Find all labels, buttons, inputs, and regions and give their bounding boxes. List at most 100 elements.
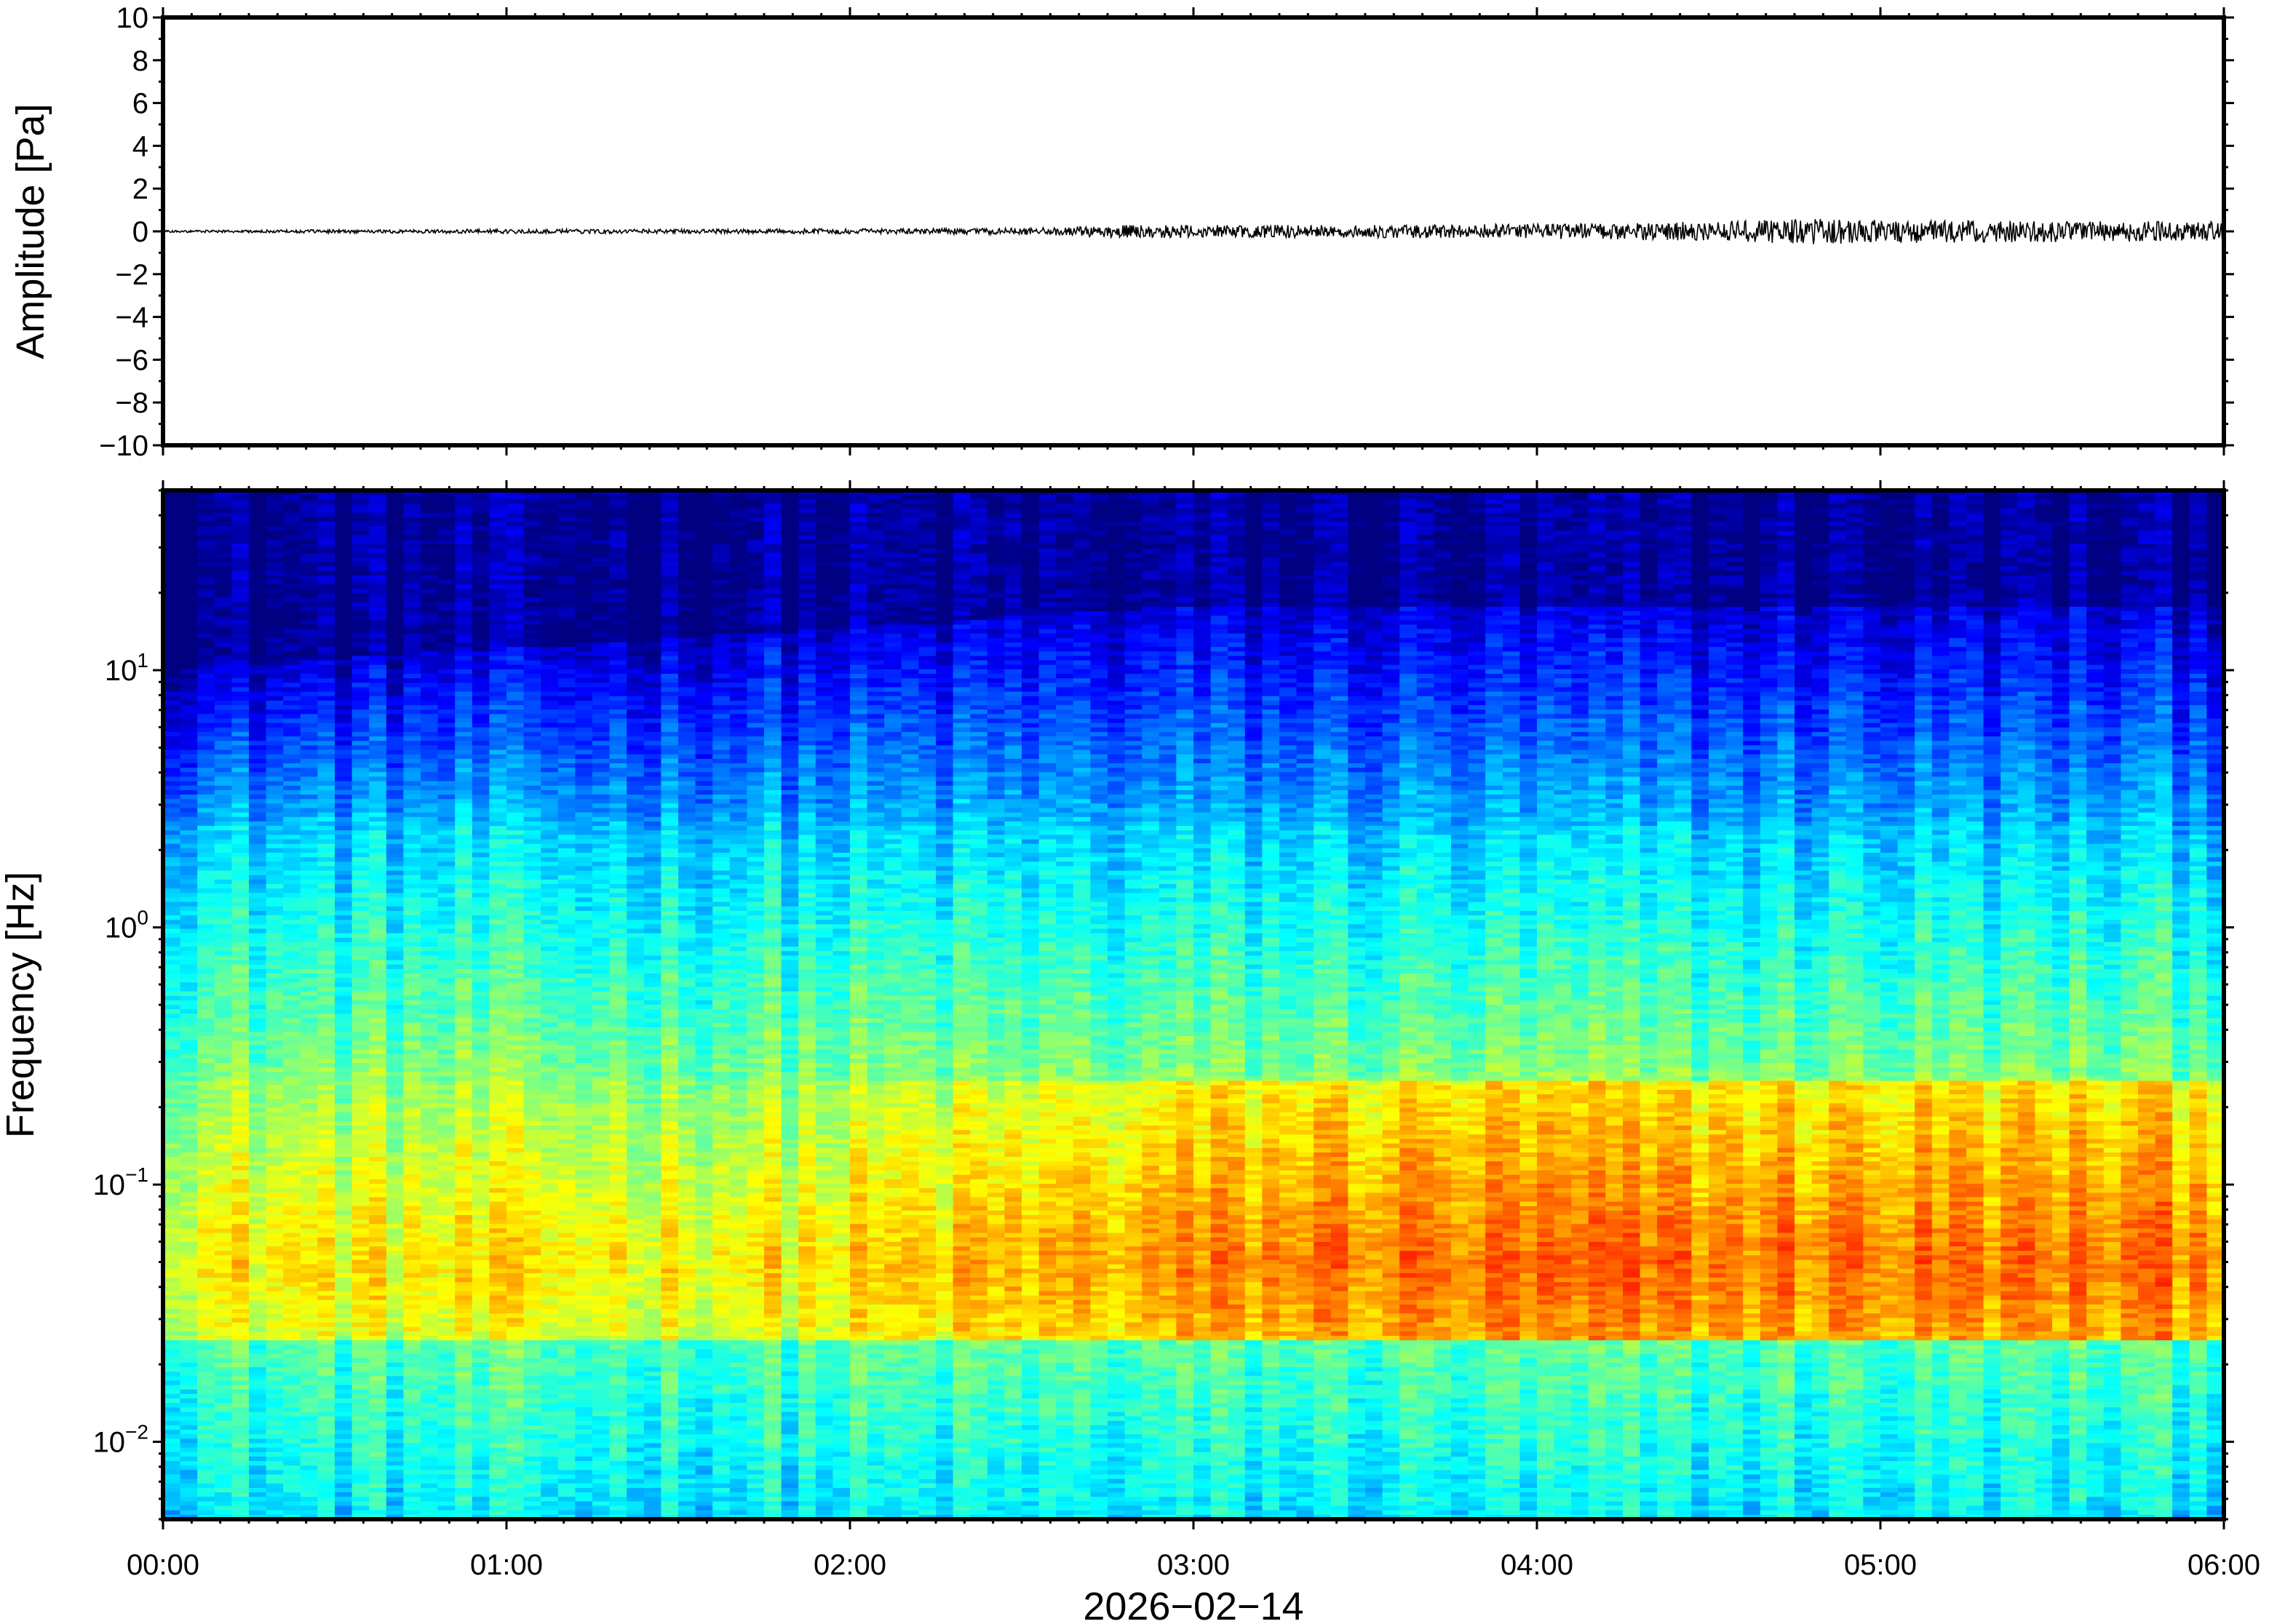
spectrogram-cell (163, 728, 180, 733)
spectrogram-cell (180, 768, 198, 773)
spectrogram-cell (455, 580, 472, 585)
spectrogram-cell (403, 817, 421, 822)
spectrogram-cell (283, 1403, 301, 1408)
spectrogram-cell (266, 938, 284, 943)
spectrogram-cell (386, 1036, 404, 1041)
spectrogram-cell (524, 844, 541, 849)
spectrogram-cell (215, 598, 232, 603)
spectrogram-cell (421, 1278, 438, 1283)
spectrogram-cell (266, 1313, 284, 1318)
spectrogram-cell (283, 1036, 301, 1041)
spectrogram-cell (317, 772, 335, 777)
spectrogram-cell (352, 557, 370, 562)
spectrogram-cell (403, 705, 421, 710)
spectrogram-cell (386, 938, 404, 943)
spectrogram-cell (438, 696, 456, 701)
spectrogram-cell (283, 736, 301, 741)
spectrogram-cell (231, 571, 249, 576)
spectrogram-cell (421, 1228, 438, 1233)
spectrogram-cell (197, 549, 215, 554)
spectrogram-cell (506, 974, 524, 979)
spectrogram-cell (215, 540, 232, 545)
spectrogram-cell (489, 1407, 506, 1412)
spectrogram-cell (180, 1157, 198, 1162)
spectrogram-cell (215, 1443, 232, 1448)
spectrogram-cell (335, 638, 352, 643)
spectrogram-cell (249, 503, 266, 509)
spectrogram-cell (266, 745, 284, 750)
spectrogram-cell (352, 517, 370, 522)
spectrogram-cell (489, 557, 506, 562)
spectrogram-cell (197, 776, 215, 781)
spectrogram-cell (403, 1161, 421, 1166)
spectrogram-cell (506, 544, 524, 549)
spectrogram-cell (180, 1286, 198, 1291)
spectrogram-cell (421, 1390, 438, 1395)
spectrogram-cell (421, 915, 438, 920)
spectrogram-cell (301, 1184, 318, 1189)
spectrogram-cell (215, 1179, 232, 1185)
spectrogram-cell (231, 705, 249, 710)
spectrogram-cell (317, 1269, 335, 1274)
spectrogram-cell (421, 620, 438, 625)
spectrogram-cell (335, 1430, 352, 1435)
spectrogram-cell (403, 593, 421, 598)
spectrogram-cell (369, 1202, 386, 1207)
spectrogram-cell (438, 1296, 456, 1301)
spectrogram-cell (524, 1000, 541, 1006)
spectrogram-cell (386, 1412, 404, 1417)
spectrogram-cell (335, 1246, 352, 1251)
spectrogram-cell (352, 1403, 370, 1408)
spectrogram-cell (266, 1219, 284, 1225)
spectrogram-cell (197, 826, 215, 831)
spectrogram-cell (215, 1506, 232, 1511)
spectrogram-cell (386, 1161, 404, 1166)
spectrogram-cell (421, 557, 438, 562)
spectrogram-cell (283, 503, 301, 509)
spectrogram-cell (506, 1412, 524, 1417)
spectrogram-cell (369, 642, 386, 648)
spectrogram-cell (369, 1376, 386, 1381)
spectrogram-cell (231, 750, 249, 755)
spectrogram-cell (197, 1390, 215, 1395)
spectrogram-cell (180, 996, 198, 1001)
spectrogram-cell (249, 786, 266, 791)
spectrogram-cell (438, 499, 456, 504)
spectrogram-cell (524, 857, 541, 862)
spectrogram-cell (283, 1027, 301, 1032)
spectrogram-cell (386, 1448, 404, 1453)
spectrogram-cell (231, 1421, 249, 1426)
spectrogram-cell (369, 1103, 386, 1108)
spectrogram-cell (369, 1086, 386, 1091)
spectrogram-cell (266, 1417, 284, 1422)
spectrogram-cell (403, 781, 421, 787)
spectrogram-cell (455, 1175, 472, 1180)
spectrogram-cell (301, 495, 318, 500)
spectrogram-cell (317, 674, 335, 679)
spectrogram-cell (369, 1018, 386, 1023)
spectrogram-cell (369, 705, 386, 710)
spectrogram-cell (524, 1018, 541, 1023)
spectrogram-cell (301, 682, 318, 688)
spectrogram-cell (180, 1014, 198, 1019)
spectrogram-cell (489, 553, 506, 558)
spectrogram-cell (317, 875, 335, 880)
spectrogram-cell (369, 1130, 386, 1135)
spectrogram-cell (283, 1417, 301, 1422)
spectrogram-cell (506, 1376, 524, 1381)
spectrogram-cell (472, 530, 490, 536)
spectrogram-cell (180, 1170, 198, 1175)
spectrogram-cell (249, 835, 266, 840)
spectrogram-cell (489, 567, 506, 572)
spectrogram-cell (283, 915, 301, 920)
spectrogram-cell (421, 776, 438, 781)
spectrogram-cell (283, 1238, 301, 1243)
spectrogram-cell (231, 1479, 249, 1484)
spectrogram-cell (317, 840, 335, 845)
spectrogram-cell (283, 1139, 301, 1144)
spectrogram-cell (403, 1014, 421, 1019)
spectrogram-cell (524, 688, 541, 693)
spectrogram-cell (301, 1425, 318, 1430)
spectrogram-cell (301, 1255, 318, 1260)
spectrogram-cell (506, 915, 524, 920)
